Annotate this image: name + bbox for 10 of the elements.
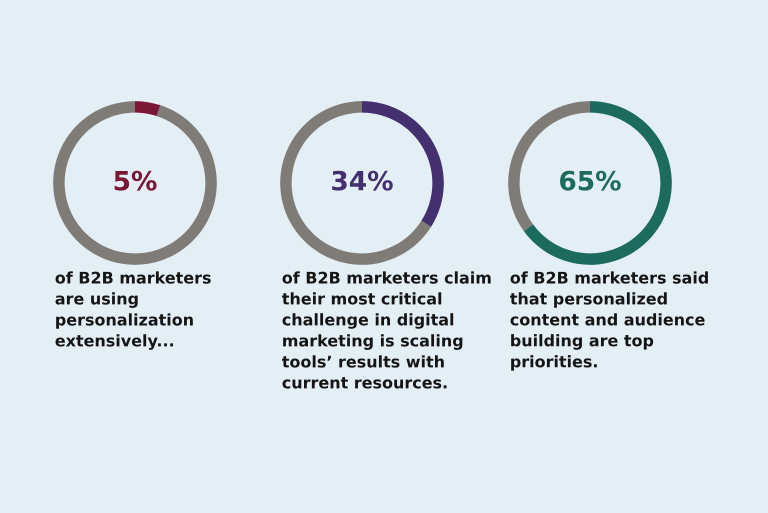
text: of B2B marketers are using personalization extensively... <box>56 271 211 350</box>
donut-slice <box>135 101 160 116</box>
data-label: 5% <box>114 170 157 191</box>
donut-slice <box>280 101 432 265</box>
text: of B2B marketers said that personalized content and audience building are top priorities. <box>510 271 708 371</box>
donut-slice <box>524 101 672 265</box>
data-label: 34% <box>332 170 393 191</box>
text: of B2B marketers claim their most critical challenge in digital marketing is scaling tools’ results with current resources. <box>282 271 491 389</box>
donut-slice <box>53 101 217 265</box>
data-label: 65% <box>560 170 621 191</box>
